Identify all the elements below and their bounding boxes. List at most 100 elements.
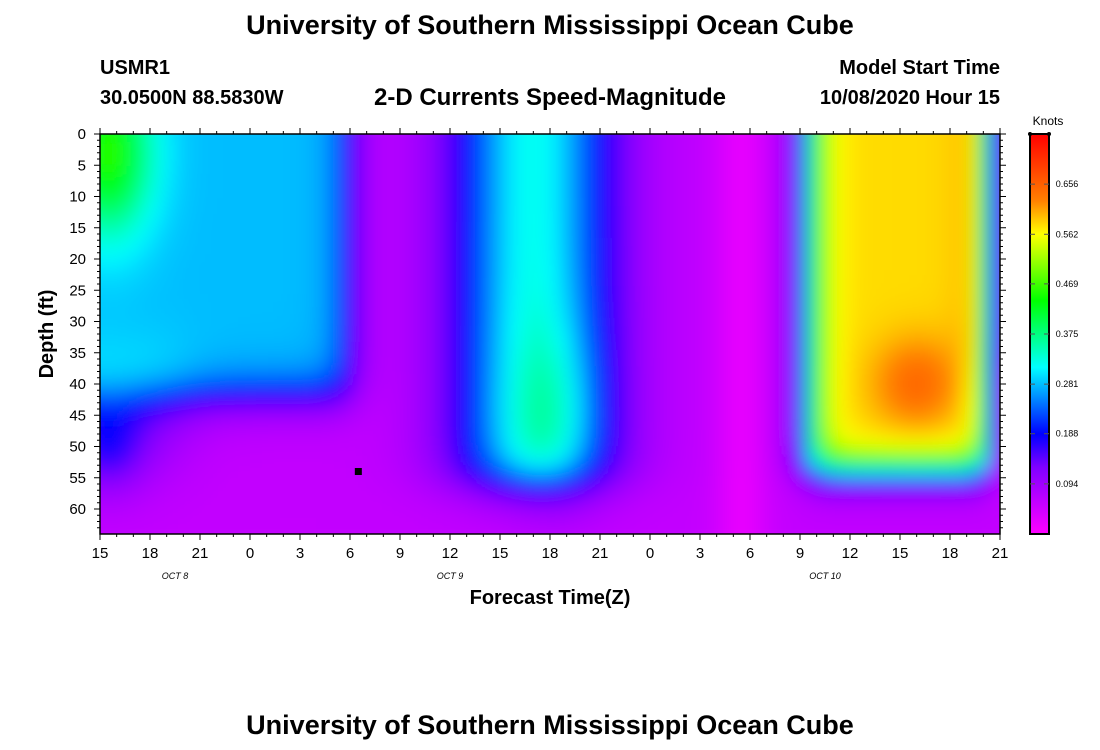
heat-cell [232,398,245,407]
heat-cell [772,446,785,455]
heat-cell [436,278,449,287]
heat-cell [580,278,593,287]
heat-cell [988,390,1000,399]
heat-cell [952,238,965,247]
heat-cell [988,494,1000,503]
heat-cell [904,398,917,407]
heat-cell [976,526,989,534]
heat-cell [784,510,797,519]
heat-cell [112,302,125,311]
heat-cell [520,542,533,551]
heat-cell [532,350,545,359]
heat-cell [592,422,605,431]
heat-cell [172,494,185,503]
heat-cell [484,302,497,311]
heat-cell [124,438,137,447]
heat-cell [844,174,857,183]
heat-cell [772,182,785,191]
heat-cell [484,390,497,399]
heat-cell [604,238,617,247]
heat-cell [580,518,593,527]
heat-cell [436,166,449,175]
heat-cell [664,214,677,223]
heat-cell [364,166,377,175]
heat-cell [196,190,209,199]
heat-cell [856,390,869,399]
x-tick-label: 15 [492,545,509,562]
heat-cell [976,430,989,439]
heat-cell [412,454,425,463]
heat-cell [532,286,545,295]
heat-cell [724,262,737,271]
date-label: OCT 8 [162,571,189,581]
heat-cell [244,238,257,247]
heat-cell [772,454,785,463]
heat-cell [220,230,233,239]
heat-cell [328,246,341,255]
heat-cell [100,478,101,487]
heat-cell [412,238,425,247]
heat-cell [904,158,917,167]
heat-cell [400,150,413,159]
heat-cell [916,214,929,223]
heat-cell [304,438,317,447]
heat-cell [880,206,893,215]
heat-cell [220,526,233,534]
heat-cell [100,350,113,359]
heat-cell [508,294,521,303]
heat-cell [880,222,893,231]
heat-cell [916,422,929,431]
heat-cell [1012,286,1025,295]
heat-cell [148,134,161,143]
heat-cell [400,470,413,479]
heat-cell [844,238,857,247]
heat-cell [244,342,257,351]
heat-cell [532,190,545,199]
heat-cell [280,190,293,199]
heat-cell [304,302,317,311]
heat-cell [808,414,821,423]
heat-cell [964,142,977,151]
heat-cell [616,446,629,455]
heat-cell [268,422,281,431]
heat-cell [592,262,605,271]
heat-cell [808,342,821,351]
heat-cell [268,270,281,279]
heat-cell [988,470,1000,479]
heat-cell [616,270,629,279]
heat-cell [772,478,785,487]
heat-cell [508,390,521,399]
heat-cell [148,182,161,191]
heat-cell [700,214,713,223]
heat-cell [376,326,389,335]
heat-cell [412,142,425,151]
heat-cell [460,206,473,215]
heat-cell [244,470,257,479]
heat-cell [184,462,197,471]
heat-cell [820,542,833,551]
heat-cell [376,174,389,183]
heat-cell [856,310,869,319]
heat-cell [448,366,461,375]
heat-cell [916,334,929,343]
heat-cell [1012,518,1025,527]
heat-cell [856,190,869,199]
heat-cell [412,270,425,279]
heat-cell [748,526,761,534]
heat-cell [832,206,845,215]
heat-cell [412,526,425,534]
heat-cell [544,342,557,351]
heat-cell [964,294,977,303]
heat-cell [184,142,197,151]
heat-cell [940,390,953,399]
heat-cell [976,174,989,183]
heat-cell [976,214,989,223]
heat-cell [460,342,473,351]
heat-cell [856,230,869,239]
heat-cell [916,462,929,471]
heat-cell [340,470,353,479]
heat-cell [232,182,245,191]
heat-cell [412,318,425,327]
heat-cell [796,254,809,263]
x-tick-label: 3 [696,545,704,562]
